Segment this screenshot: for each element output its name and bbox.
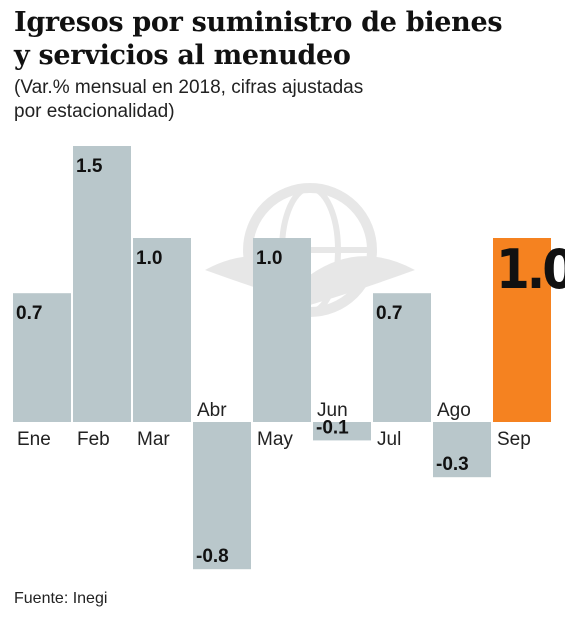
category-label-mar: Mar: [137, 429, 170, 450]
chart-title: Igresos por suministro de bienes y servi…: [14, 6, 554, 72]
value-label-abr: -0.8: [196, 546, 229, 567]
value-label-sep: 1.0: [496, 238, 565, 301]
category-label-sep: Sep: [497, 429, 531, 450]
bar-jul: [373, 293, 431, 422]
category-label-feb: Feb: [77, 429, 110, 450]
bar-may: [253, 238, 311, 422]
category-label-ago: Ago: [437, 400, 471, 421]
chart-title-line-2: y servicios al menudeo: [14, 40, 351, 71]
bar-sep: [493, 238, 551, 422]
chart-subtitle-line-2: por estacionalidad): [14, 101, 175, 122]
bar-feb: [73, 146, 131, 422]
category-label-jul: Jul: [377, 429, 401, 450]
value-label-ago: -0.3: [436, 454, 469, 475]
chart-subtitle: (Var.% mensual en 2018, cifras ajustadas…: [14, 76, 434, 124]
category-label-may: May: [257, 429, 293, 450]
bar-ago: [433, 422, 491, 478]
bar-ene: [13, 293, 71, 422]
value-label-jun: -0.1: [316, 417, 349, 438]
value-label-jul: 0.7: [376, 303, 402, 324]
chart-title-line-1: Igresos por suministro de bienes: [14, 7, 503, 38]
bar-abr: [193, 422, 251, 570]
bar-jun: [313, 422, 371, 441]
category-label-abr: Abr: [197, 400, 227, 421]
chart-subtitle-line-1: (Var.% mensual en 2018, cifras ajustadas: [14, 77, 364, 98]
bar-mar: [133, 238, 191, 422]
value-label-ene: 0.7: [16, 303, 42, 324]
value-label-feb: 1.5: [76, 156, 103, 177]
value-label-mar: 1.0: [136, 248, 162, 269]
category-label-jun: Jun: [317, 400, 348, 421]
value-label-may: 1.0: [256, 248, 282, 269]
category-label-ene: Ene: [17, 429, 51, 450]
source-note: Fuente: Inegi: [14, 590, 108, 607]
